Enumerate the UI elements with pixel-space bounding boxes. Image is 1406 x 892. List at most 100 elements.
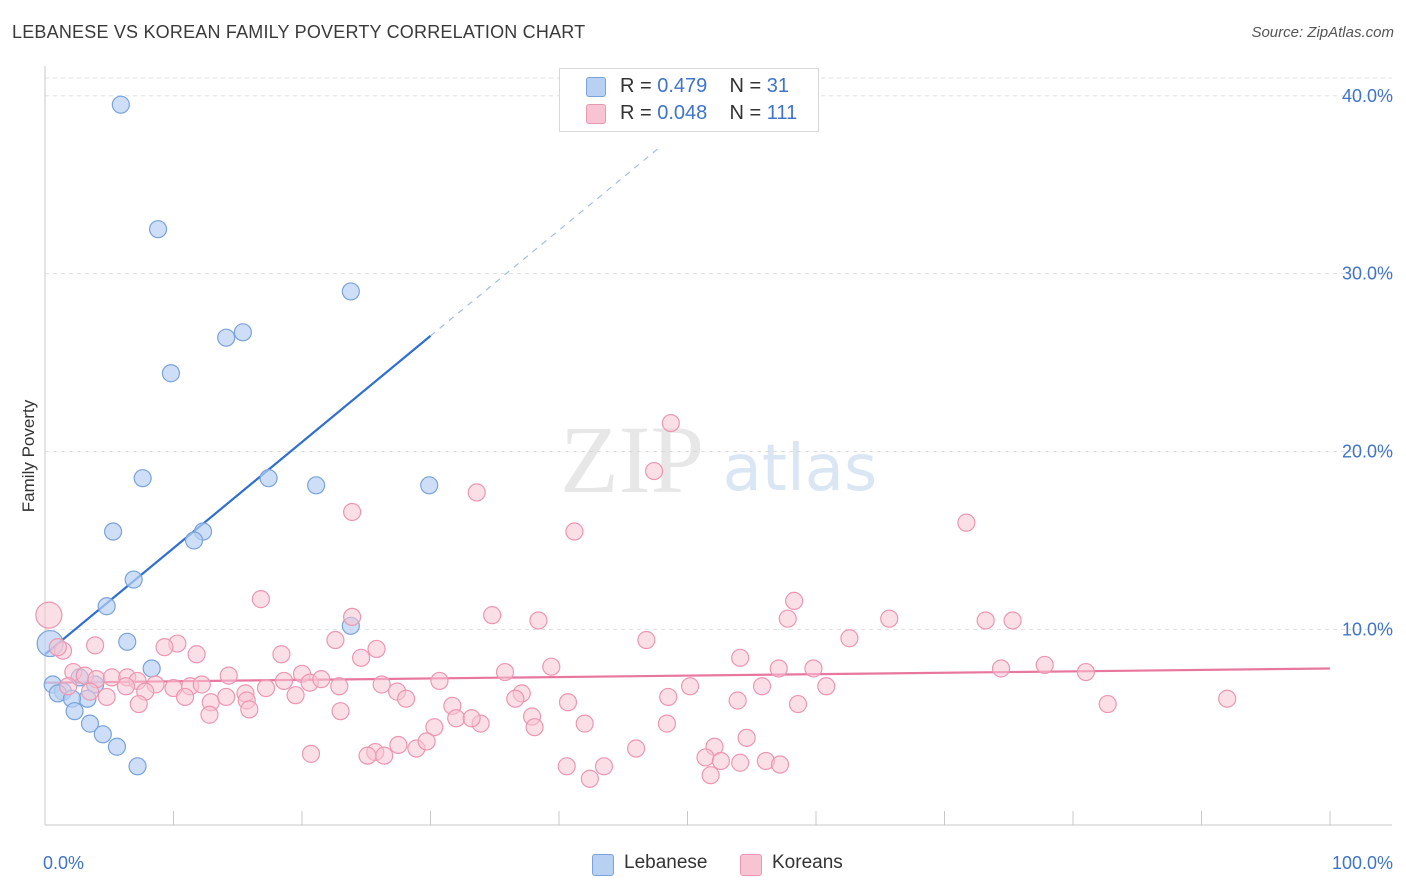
- koreans-point: [35, 601, 63, 629]
- koreans-point: [525, 718, 544, 737]
- koreans-point: [330, 677, 349, 696]
- x-tick-label: 0.0%: [43, 853, 84, 873]
- legend-r-value: 0.048: [657, 102, 708, 124]
- lebanese-point: [93, 725, 112, 744]
- koreans-point: [731, 648, 750, 667]
- lebanese-swatch: [592, 854, 614, 876]
- lebanese-point: [148, 220, 168, 239]
- koreans-point: [343, 607, 362, 627]
- koreans-trend-line: [44, 667, 1331, 684]
- koreans-point: [680, 677, 700, 696]
- koreans-point: [331, 702, 350, 721]
- lebanese-point: [259, 469, 278, 488]
- y-tick-label: 10.0%: [1342, 619, 1393, 639]
- koreans-point: [731, 753, 750, 772]
- koreans-point: [701, 766, 720, 785]
- lebanese-point: [104, 522, 123, 541]
- koreans-point: [711, 751, 731, 771]
- koreans-point: [116, 677, 136, 696]
- koreans-point: [286, 686, 305, 705]
- koreans-point: [187, 645, 206, 664]
- lebanese-point: [161, 364, 181, 383]
- lebanese-trend-extension: [430, 145, 663, 337]
- legend-n-value: 111: [766, 102, 798, 124]
- koreans-point: [129, 694, 148, 714]
- koreans-point: [326, 630, 345, 650]
- koreans-point: [788, 694, 808, 714]
- legend-r-label: R =: [620, 102, 652, 124]
- koreans-point: [256, 678, 276, 698]
- y-tick-label: 30.0%: [1342, 264, 1393, 284]
- legend-r-label: R =: [620, 75, 652, 97]
- koreans-point: [86, 636, 105, 655]
- koreans-point: [251, 590, 270, 609]
- koreans-point: [175, 687, 195, 707]
- lebanese-point: [111, 95, 130, 114]
- koreans-point: [778, 609, 797, 628]
- legend-n-label: N =: [729, 75, 762, 97]
- koreans-point: [880, 609, 899, 628]
- koreans-point: [565, 522, 584, 541]
- lebanese-point: [307, 476, 326, 495]
- lebanese-point: [118, 632, 137, 651]
- koreans-point: [462, 709, 481, 728]
- koreans-point: [991, 659, 1011, 678]
- y-tick-label: 40.0%: [1342, 86, 1393, 106]
- koreans-point: [1035, 655, 1054, 675]
- lebanese-point: [142, 659, 161, 678]
- tick-labels: 10.0% 20.0% 30.0% 40.0% 0.0% 100.0%: [43, 86, 1393, 873]
- koreans-point: [352, 648, 371, 667]
- koreans-point: [737, 728, 756, 747]
- correlation-legend: R = 0.479 N = 31 R = 0.048 N = 111: [559, 68, 819, 132]
- koreans-point: [661, 413, 680, 433]
- lebanese-point: [128, 757, 147, 776]
- koreans-point: [1218, 689, 1237, 708]
- koreans-point: [467, 483, 486, 502]
- koreans-points: [35, 413, 1237, 788]
- koreans-point: [957, 513, 976, 532]
- koreans-point: [575, 714, 594, 733]
- source-label: Source: ZipAtlas.com: [1251, 24, 1394, 41]
- koreans-point: [240, 700, 259, 719]
- x-tick-label: 100.0%: [1332, 853, 1393, 873]
- koreans-point: [48, 638, 67, 657]
- koreans-point: [1076, 662, 1095, 682]
- koreans-point: [417, 732, 436, 751]
- koreans-point: [804, 659, 823, 678]
- koreans-point: [558, 693, 578, 712]
- koreans-point: [192, 675, 211, 694]
- lebanese-point: [184, 531, 204, 550]
- lebanese-point: [133, 469, 152, 488]
- koreans-point: [644, 461, 664, 481]
- koreans-legend-label: Koreans: [772, 852, 843, 873]
- lebanese-point: [107, 737, 127, 756]
- koreans-point: [200, 705, 219, 724]
- koreans-point: [425, 718, 444, 737]
- lebanese-point: [97, 597, 116, 616]
- koreans-point: [626, 739, 646, 758]
- koreans-point: [785, 591, 804, 611]
- watermark-atlas: atlas: [723, 432, 878, 506]
- chart-title: LEBANESE VS KOREAN FAMILY POVERTY CORREL…: [12, 22, 586, 42]
- koreans-point: [219, 666, 238, 685]
- koreans-point: [272, 645, 291, 664]
- lebanese-legend-label: Lebanese: [624, 852, 708, 873]
- koreans-point: [447, 709, 466, 728]
- koreans-point: [557, 757, 576, 776]
- koreans-point: [367, 639, 386, 659]
- lebanese-point: [217, 328, 236, 347]
- koreans-point: [495, 662, 515, 682]
- koreans-point: [375, 746, 394, 765]
- koreans-swatch: [586, 104, 606, 124]
- lebanese-point: [341, 282, 360, 301]
- koreans-point: [80, 682, 100, 701]
- koreans-point: [580, 769, 599, 788]
- koreans-point: [976, 611, 995, 630]
- koreans-point: [657, 714, 677, 733]
- koreans-point: [343, 502, 362, 522]
- koreans-point: [637, 630, 656, 650]
- koreans-point: [301, 744, 321, 763]
- koreans-point: [506, 689, 525, 708]
- legend-n-value: 31: [766, 75, 790, 97]
- koreans-point: [430, 671, 449, 691]
